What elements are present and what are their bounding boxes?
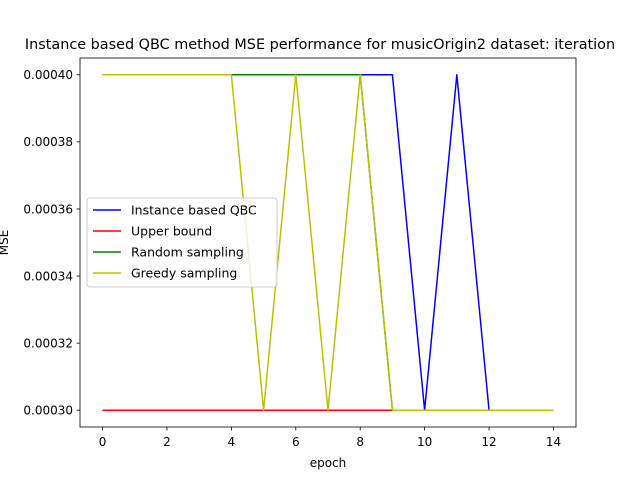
chart-title: Instance based QBC method MSE performanc…: [25, 37, 615, 53]
y-axis-label: MSE: [0, 230, 11, 256]
y-tick-label: 0.00036: [23, 202, 73, 216]
tick-layer: 0 2 4 6 8 10 12 14 0.00030 0.00032 0.00034 0.00036 0…: [23, 68, 561, 449]
legend-entry: Greedy sampling: [131, 266, 237, 281]
legend-entry: Random sampling: [131, 245, 244, 260]
y-tick-label: 0.00034: [23, 269, 73, 283]
y-tick-label: 0.00030: [23, 404, 73, 418]
legend-entry: Upper bound: [131, 224, 212, 239]
x-tick-label: 10: [417, 435, 432, 449]
x-tick-label: 2: [163, 435, 171, 449]
x-tick-label: 0: [99, 435, 107, 449]
x-tick-label: 14: [546, 435, 561, 449]
x-tick-label: 6: [292, 435, 300, 449]
y-tick-label: 0.00032: [23, 336, 73, 350]
series-line-greedy-sampling: [102, 74, 554, 411]
y-tick-label: 0.00040: [23, 68, 73, 82]
legend: Instance based QBC Upper bound Random samp…: [86, 197, 278, 288]
x-tick-label: 12: [481, 435, 496, 449]
y-tick-label: 0.00038: [23, 135, 73, 149]
series-layer: [102, 74, 554, 411]
x-tick-label: 8: [356, 435, 364, 449]
legend-box: [86, 197, 278, 288]
legend-entry: Instance based QBC: [131, 203, 257, 218]
x-tick-label: 4: [228, 435, 236, 449]
plot-frame: [79, 57, 577, 428]
x-axis-label: epoch: [310, 456, 347, 470]
